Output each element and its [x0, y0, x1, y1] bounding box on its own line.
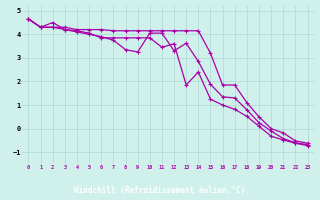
Text: Windchill (Refroidissement éolien,°C): Windchill (Refroidissement éolien,°C)	[75, 186, 245, 194]
